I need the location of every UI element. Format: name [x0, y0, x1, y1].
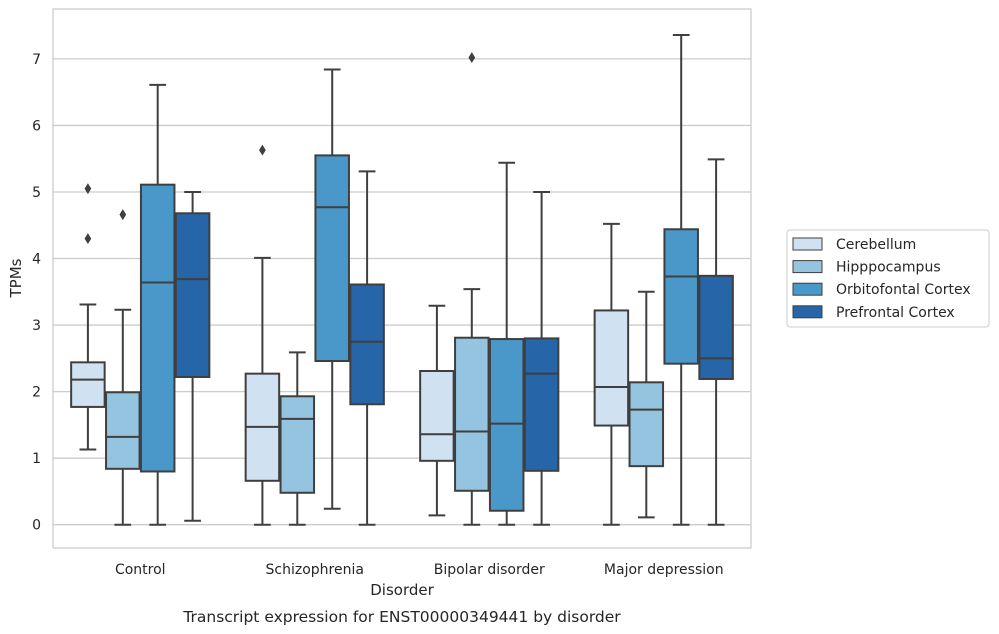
box-groups — [70, 33, 734, 526]
box-iqr — [663, 228, 699, 365]
box-cerebellum — [419, 304, 455, 517]
box-hipppocampus — [454, 52, 490, 526]
y-tick-label: 3 — [32, 318, 41, 334]
box-iqr — [105, 391, 141, 470]
box-iqr — [419, 369, 455, 462]
y-tick-label: 4 — [32, 252, 41, 268]
legend-swatch — [792, 237, 823, 251]
legend-frame — [786, 229, 990, 328]
y-tick-labels: 0 1 2 3 4 5 6 7 — [32, 52, 41, 534]
box-iqr — [454, 336, 490, 492]
plot-frame — [52, 8, 752, 549]
legend: Cerebellum Hipppocampus Orbitofontal Corte… — [786, 229, 990, 328]
box-hipppocampus — [105, 209, 141, 526]
y-tick-label: 6 — [32, 118, 41, 134]
box-cerebellum — [244, 144, 281, 526]
legend-label: Prefrontal Cortex — [836, 305, 955, 321]
box-iqr — [698, 274, 734, 380]
box-prefrontal-cortex — [523, 190, 560, 526]
box-cerebellum — [593, 222, 630, 526]
box-iqr — [314, 154, 350, 363]
box-iqr — [488, 338, 525, 512]
x-tick-labels: Control Schizophrenia Bipolar disorder Majo… — [115, 562, 724, 578]
box-iqr — [139, 183, 176, 473]
y-tick-label: 1 — [32, 451, 41, 467]
box-orbitofontal-cortex — [314, 68, 350, 510]
legend-swatch — [792, 260, 823, 274]
x-tick-label: Control — [115, 562, 166, 578]
outlier-point — [468, 52, 476, 64]
y-tick-label: 0 — [32, 518, 41, 534]
box-iqr — [279, 395, 316, 494]
box-orbitofontal-cortex — [488, 161, 525, 526]
x-tick-label: Major depression — [604, 562, 724, 578]
legend-label: Cerebellum — [836, 237, 916, 253]
outlier-point — [84, 233, 92, 245]
x-tick-label: Bipolar disorder — [434, 562, 545, 578]
x-axis-label: Disorder — [370, 581, 434, 599]
box-iqr — [174, 212, 211, 378]
legend-label: Orbitofontal Cortex — [836, 282, 971, 298]
box-hipppocampus — [628, 290, 665, 519]
box-prefrontal-cortex — [349, 170, 385, 526]
outlier-point — [119, 209, 127, 221]
legend-label: Hipppocampus — [836, 260, 941, 276]
x-tick-label: Schizophrenia — [266, 562, 364, 578]
box-iqr — [523, 337, 560, 472]
chart-caption: Transcript expression for ENST0000034944… — [182, 608, 621, 626]
box-hipppocampus — [279, 351, 316, 526]
box-orbitofontal-cortex — [139, 83, 176, 526]
y-tick-label: 7 — [32, 52, 41, 68]
y-tick-label: 5 — [32, 185, 41, 201]
legend-swatch — [792, 305, 823, 319]
outlier-point — [84, 183, 92, 195]
box-iqr — [593, 309, 630, 427]
legend-swatch — [792, 282, 823, 296]
box-iqr — [349, 283, 385, 406]
box-orbitofontal-cortex — [663, 33, 699, 526]
box-prefrontal-cortex — [698, 158, 734, 526]
box-prefrontal-cortex — [174, 190, 211, 522]
box-cerebellum — [70, 183, 106, 451]
box-iqr — [70, 361, 106, 408]
y-tick-label: 2 — [32, 385, 41, 401]
box-iqr — [628, 381, 665, 468]
y-axis-label: TPMs — [7, 258, 25, 298]
outlier-point — [259, 144, 266, 156]
